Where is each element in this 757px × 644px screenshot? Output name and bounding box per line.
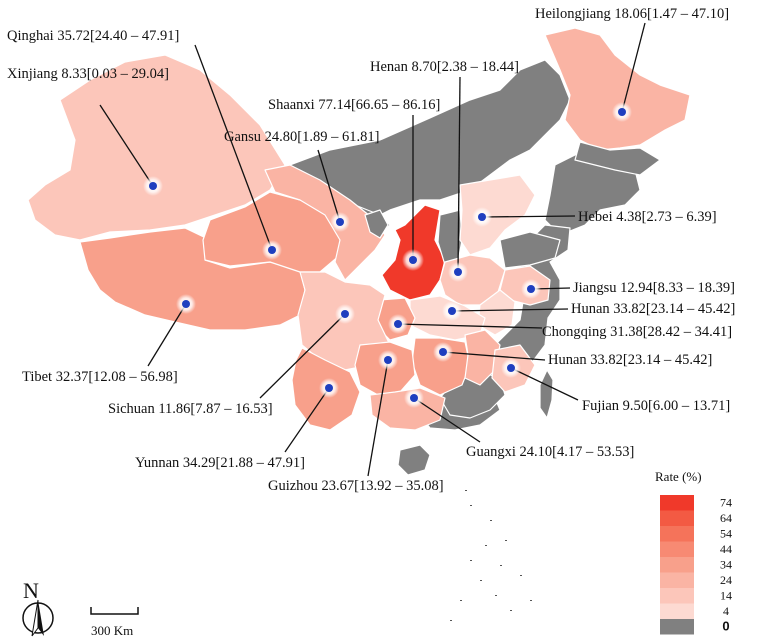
region-jiangxi	[464, 329, 501, 386]
marker-tibet	[176, 294, 196, 314]
legend-swatch-64	[660, 510, 694, 526]
province-gansu	[264, 164, 386, 281]
marker-fujian	[501, 358, 521, 378]
province-heilongjiang	[544, 27, 691, 151]
label-gansu: Gansu 24.80[1.89 – 61.81]	[224, 129, 379, 145]
label-jiangsu: Jiangsu 12.94[8.33 – 18.39]	[573, 280, 735, 296]
region-gray-jilin	[574, 141, 661, 176]
compass-icon	[22, 599, 54, 637]
region-gray-hainan	[397, 444, 431, 476]
legend-label-14: 14	[720, 589, 732, 603]
north-arrow: N	[22, 578, 54, 637]
leader-gansu	[317, 149, 341, 223]
legend-swatch-24	[660, 572, 694, 588]
label-henan: Henan 8.70[2.38 – 18.44]	[370, 59, 519, 75]
leader-heilongjiang	[621, 22, 646, 113]
leader-henan	[457, 76, 461, 273]
marker-sichuan	[335, 304, 355, 324]
legend-swatch-44	[660, 541, 694, 557]
marker-shaanxi	[402, 249, 424, 271]
label-chongqing: Chongqing 31.38[28.42 – 34.41]	[542, 324, 732, 340]
label-xinjiang: Xinjiang 8.33[0.03 – 29.04]	[7, 66, 169, 82]
region-gray-taiwan	[539, 369, 554, 419]
marker-gansu	[330, 212, 350, 232]
leader-hebei	[481, 215, 576, 218]
leader-tibet	[147, 303, 187, 367]
legend-swatch-4	[660, 603, 694, 619]
legend-label-34: 34	[720, 558, 732, 572]
marker-qinghai	[262, 240, 282, 260]
marker-henan	[448, 262, 468, 282]
south-sea-islands	[450, 490, 532, 621]
leader-yunnan	[284, 387, 330, 453]
legend-swatch-74	[660, 495, 694, 511]
legend-label-54: 54	[720, 527, 732, 541]
region-gray-ningxia	[364, 209, 389, 239]
label-shaanxi: Shaanxi 77.14[66.65 – 86.16]	[268, 97, 440, 113]
leader-chongqing	[397, 323, 543, 329]
china-map	[27, 27, 691, 476]
leader-sichuan	[259, 313, 346, 399]
marker-hebei	[472, 207, 492, 227]
marker-heilongjiang	[612, 102, 632, 122]
leader-qinghai	[194, 44, 273, 251]
marker-guangxi	[404, 388, 424, 408]
legend-swatch-0	[660, 619, 694, 635]
legend-label-0: 0	[722, 619, 729, 634]
marker-yunnan	[319, 378, 339, 398]
label-heilongjiang: Heilongjiang 18.06[1.47 – 47.10]	[535, 6, 729, 22]
province-xinjiang	[27, 54, 286, 241]
label-qinghai: Qinghai 35.72[24.40 – 47.91]	[7, 28, 179, 44]
label-guizhou: Guizhou 23.67[13.92 – 35.08]	[268, 478, 444, 494]
legend-title: Rate (%)	[655, 469, 702, 484]
legend-swatch-54	[660, 526, 694, 542]
marker-hunan1	[442, 301, 462, 321]
region-gray-shandong	[499, 231, 561, 269]
legend-label-44: 44	[720, 542, 732, 556]
markers	[143, 102, 632, 408]
legend-label-64: 64	[720, 511, 732, 525]
marker-hunan2	[433, 342, 453, 362]
legend-swatch-34	[660, 557, 694, 573]
labels: Qinghai 35.72[24.40 – 47.91] Xinjiang 8.…	[7, 6, 735, 494]
marker-guizhou	[378, 350, 398, 370]
leader-guangxi	[413, 397, 481, 443]
scale-bar: 300 Km	[90, 607, 139, 638]
marker-chongqing	[388, 314, 408, 334]
leader-guizhou	[367, 359, 389, 477]
legend-swatch-14	[660, 588, 694, 604]
leader-hunan1	[451, 308, 569, 312]
label-guangxi: Guangxi 24.10[4.17 – 53.53]	[466, 444, 634, 460]
north-arrow-label: N	[23, 578, 39, 603]
legend-label-24: 24	[720, 573, 732, 587]
province-qinghai	[202, 191, 341, 273]
label-yunnan: Yunnan 34.29[21.88 – 47.91]	[135, 455, 305, 471]
label-sichuan: Sichuan 11.86[7.87 – 16.53]	[108, 401, 273, 417]
leader-fujian	[510, 367, 579, 401]
leader-hunan2	[442, 351, 546, 361]
label-hunan-lower: Hunan 33.82[23.14 – 45.42]	[548, 352, 712, 368]
label-hebei: Hebei 4.38[2.73 – 6.39]	[578, 209, 717, 225]
leader-xinjiang	[99, 104, 154, 187]
province-hebei	[459, 174, 536, 256]
legend-label-74: 74	[720, 496, 732, 510]
legend-label-4: 4	[723, 604, 729, 618]
marker-xinjiang	[143, 176, 163, 196]
label-hunan-upper: Hunan 33.82[23.14 – 45.42]	[571, 301, 735, 317]
marker-jiangsu	[521, 279, 541, 299]
label-tibet: Tibet 32.37[12.08 – 56.98]	[22, 369, 178, 385]
label-fujian: Fujian 9.50[6.00 – 13.71]	[582, 398, 730, 414]
scale-bar-label: 300 Km	[91, 623, 133, 638]
leader-lines	[99, 22, 646, 477]
